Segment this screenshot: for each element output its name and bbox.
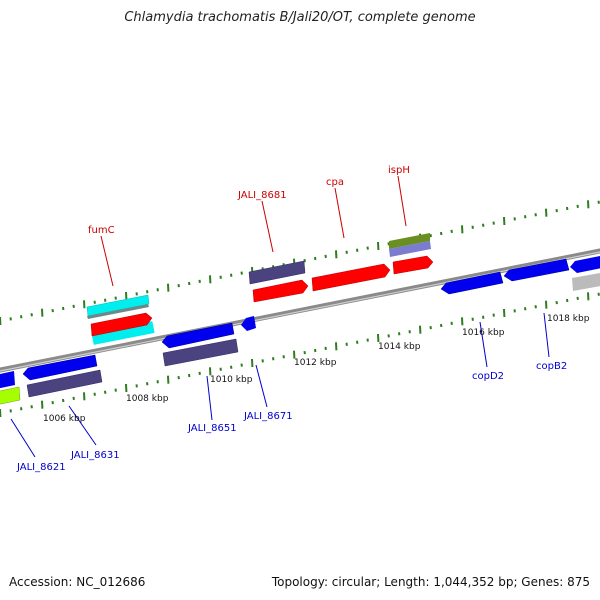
gene-label-JALI_8621[interactable]: JALI_8621 <box>16 462 66 473</box>
kbp-label: 1018 kbp <box>547 314 590 324</box>
accession-text: Accession: NC_012686 <box>9 575 146 589</box>
gene-label-JALI_8651[interactable]: JALI_8651 <box>187 423 237 434</box>
map-title: Chlamydia trachomatis B/Jali20/OT, compl… <box>124 10 476 25</box>
kbp-labels: 1006 kbp 1008 kbp 1010 kbp 1012 kbp 1014… <box>43 314 590 424</box>
top-gene-labels: fumC JALI_8681 cpa ispH <box>88 165 410 236</box>
kbp-label: 1016 kbp <box>462 328 505 338</box>
gene-red-1[interactable] <box>90 312 153 337</box>
gene-fumC-shadow <box>87 304 149 319</box>
backbone-highlight <box>0 251 600 372</box>
kbp-label: 1010 kbp <box>210 375 253 385</box>
gene-label-copB2[interactable]: copB2 <box>536 361 567 372</box>
gene-label-copD2[interactable]: copD2 <box>472 371 504 382</box>
kbp-label: 1012 kbp <box>294 358 337 368</box>
kbp-label: 1014 kbp <box>378 342 421 352</box>
gene-JALI_8651[interactable] <box>162 338 239 367</box>
forward-strand-genes <box>91 321 155 345</box>
genome-backbone <box>0 248 600 373</box>
gene-JALI_8651-blue[interactable] <box>161 322 235 349</box>
top-label-leaders <box>100 175 407 287</box>
gene-label-cpa[interactable]: cpa <box>326 177 344 188</box>
gene-left-edge-lime[interactable] <box>0 386 21 405</box>
gene-label-ispH[interactable]: ispH <box>388 165 410 176</box>
gene-label-JALI_8671[interactable]: JALI_8671 <box>243 411 293 422</box>
gene-fumC-feature[interactable] <box>91 321 155 345</box>
gene-label-fumC[interactable]: fumC <box>88 225 115 236</box>
gene-right-edge-blue[interactable] <box>570 256 600 273</box>
bottom-label-leaders <box>10 312 550 458</box>
kbp-label: 1006 kbp <box>43 414 86 424</box>
gene-copB2[interactable] <box>503 258 570 282</box>
gene-JALI_8631[interactable] <box>26 369 103 398</box>
gene-right-edge-gray[interactable] <box>572 273 600 291</box>
gene-cpa[interactable] <box>311 263 391 292</box>
gene-copD2[interactable] <box>440 271 504 295</box>
gene-red-2[interactable] <box>252 279 309 303</box>
topology-text: Topology: circular; Length: 1,044,352 bp… <box>271 575 590 589</box>
bottom-gene-labels: JALI_8621 JALI_8631 JALI_8651 JALI_8671 … <box>16 361 567 473</box>
gene-JALI_8671[interactable] <box>241 316 256 331</box>
gene-left-edge-blue[interactable] <box>0 371 15 389</box>
gene-ispH-lavender[interactable] <box>389 241 431 257</box>
kbp-label: 1008 kbp <box>126 394 169 404</box>
gene-JALI_8681[interactable] <box>248 260 306 285</box>
gene-label-JALI_8681[interactable]: JALI_8681 <box>237 190 287 201</box>
gene-ispH-olive[interactable] <box>389 233 430 249</box>
gene-JALI_8621-blue[interactable] <box>22 354 98 381</box>
bottom-tick-row <box>0 292 600 418</box>
gene-fumC-box[interactable] <box>86 294 150 317</box>
gene-label-JALI_8631[interactable]: JALI_8631 <box>70 450 120 461</box>
gene-ispH-red[interactable] <box>392 255 434 275</box>
